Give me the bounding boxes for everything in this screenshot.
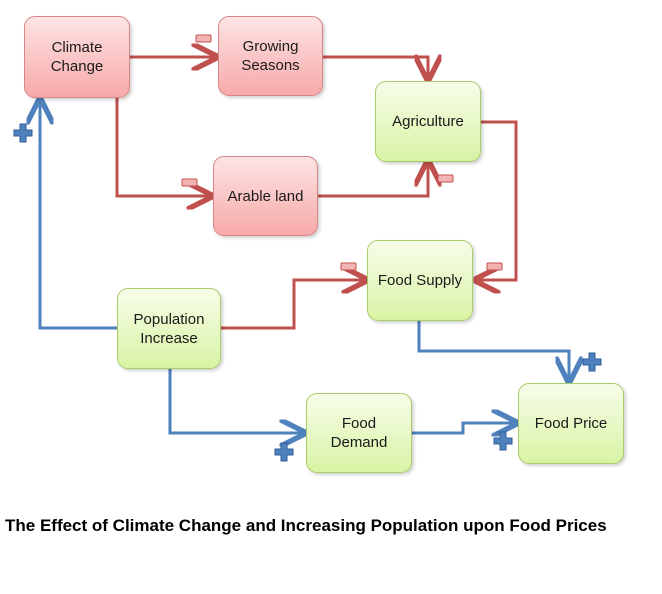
link-food-supply-to-food-price bbox=[417, 321, 569, 381]
node-growing-seasons: Growing Seasons bbox=[218, 16, 323, 96]
minus-icon bbox=[340, 262, 357, 271]
minus-icon bbox=[195, 34, 212, 43]
link-growing-seasons-to-agriculture bbox=[322, 57, 428, 79]
node-label: Climate Change bbox=[50, 39, 104, 75]
link-agriculture-to-food-supply bbox=[476, 120, 518, 280]
node-food-supply: Food Supply bbox=[367, 240, 473, 321]
link-population-to-climate-change bbox=[40, 100, 117, 330]
minus-icon bbox=[486, 262, 503, 271]
link-population-to-food-demand bbox=[168, 369, 304, 433]
minus-icon bbox=[181, 178, 198, 187]
node-label: Food Price bbox=[534, 415, 608, 432]
node-arable-land: Arable land bbox=[213, 156, 318, 236]
node-agriculture: Agriculture bbox=[375, 81, 481, 162]
node-climate-change: Climate Change bbox=[24, 16, 130, 98]
plus-icon bbox=[493, 431, 513, 451]
link-climate-to-arable-land bbox=[115, 98, 211, 196]
link-food-demand-to-food-price bbox=[411, 423, 516, 433]
plus-icon bbox=[274, 442, 294, 462]
minus-icon bbox=[437, 174, 454, 183]
node-label: Population Increase bbox=[133, 310, 205, 347]
node-label: Agriculture bbox=[392, 113, 464, 130]
node-label: Growing Seasons bbox=[241, 38, 300, 74]
diagram-caption: The Effect of Climate Change and Increas… bbox=[5, 516, 607, 535]
node-label: Arable land bbox=[227, 187, 304, 205]
link-arable-land-to-agriculture bbox=[317, 162, 428, 198]
plus-icon bbox=[13, 123, 33, 143]
node-population-increase: Population Increase bbox=[117, 288, 221, 369]
link-population-to-food-supply bbox=[221, 280, 366, 330]
node-food-demand: Food Demand bbox=[306, 393, 412, 473]
plus-icon bbox=[582, 352, 602, 372]
node-label: Food Demand bbox=[330, 415, 388, 451]
node-label: Food Supply bbox=[377, 272, 463, 289]
node-food-price: Food Price bbox=[518, 383, 624, 464]
